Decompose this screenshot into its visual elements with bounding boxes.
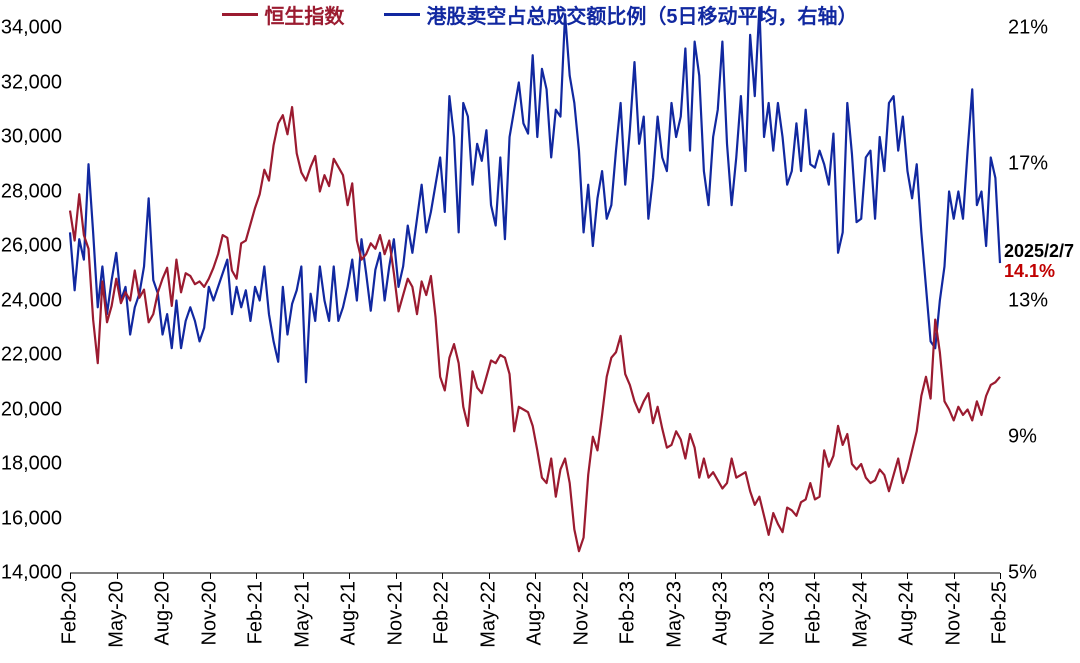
legend-item-short: 港股卖空占总成交额比例（5日移动平均，右轴） [384,0,857,29]
x-tick: Aug-22 [524,581,547,646]
x-tick: Aug-24 [896,581,919,646]
y-left-tick: 16,000 [1,507,62,530]
x-tick-mark [954,573,955,579]
y-left-tick: 20,000 [1,398,62,421]
x-tick: Feb-23 [617,581,640,644]
x-tick-mark [535,573,536,579]
x-tick-mark [628,573,629,579]
x-tick: Nov-24 [942,581,965,645]
x-tick-mark [349,573,350,579]
x-tick-mark [1000,573,1001,579]
x-tick-mark [303,573,304,579]
x-tick: Feb-25 [989,581,1012,644]
y-left-tick: 28,000 [1,180,62,203]
y-axis-right: 5%9%13%17%21% [1000,28,1080,573]
x-tick-mark [117,573,118,579]
x-tick-mark [582,573,583,579]
y-right-tick: 13% [1008,289,1048,312]
y-right-tick: 5% [1008,562,1037,585]
legend-item-hsi: 恒生指数 [222,0,344,29]
x-tick-mark [163,573,164,579]
y-axis-left: 14,00016,00018,00020,00022,00024,00026,0… [0,28,70,573]
x-tick: Nov-23 [756,581,779,645]
x-tick-mark [675,573,676,579]
x-tick: Aug-20 [152,581,175,646]
y-right-tick: 21% [1008,17,1048,40]
line-hsi [70,107,1000,551]
x-tick-mark [814,573,815,579]
x-tick-mark [721,573,722,579]
x-tick: Feb-22 [431,581,454,644]
x-tick: May-20 [105,581,128,648]
legend-swatch-short [384,13,420,16]
x-tick-mark [396,573,397,579]
chart-container: 恒生指数 港股卖空占总成交额比例（5日移动平均，右轴） 14,000 16,000… [0,0,1080,663]
x-tick: Feb-20 [59,581,82,644]
x-tick: Feb-21 [245,581,268,644]
x-tick: Nov-21 [384,581,407,645]
y-left-tick: 18,000 [1,453,62,476]
annotation-value: 14.1% [1004,261,1055,282]
y-left-tick: 26,000 [1,235,62,258]
y-right-tick: 17% [1008,153,1048,176]
annotation-date: 2025/2/7 [1004,241,1074,262]
x-tick-mark [70,573,71,579]
y-right-tick: 9% [1008,425,1037,448]
chart-svg [70,28,1000,573]
legend: 恒生指数 港股卖空占总成交额比例（5日移动平均，右轴） [0,0,1080,28]
x-tick-mark [210,573,211,579]
x-tick: Aug-21 [338,581,361,646]
plot-area: 2025/2/7 14.1% [70,28,1000,573]
x-tick: May-23 [663,581,686,648]
x-tick-mark [442,573,443,579]
y-left-tick: 24,000 [1,289,62,312]
x-tick-mark [256,573,257,579]
x-tick-mark [907,573,908,579]
x-tick: May-21 [291,581,314,648]
y-left-tick: 34,000 [1,17,62,40]
y-left-tick: 22,000 [1,344,62,367]
x-tick-mark [489,573,490,579]
legend-label-short: 港股卖空占总成交额比例（5日移动平均，右轴） [426,0,857,29]
x-tick: Nov-20 [198,581,221,645]
x-tick-mark [861,573,862,579]
legend-swatch-hsi [222,13,258,16]
x-tick: Aug-23 [710,581,733,646]
x-tick: Nov-22 [570,581,593,645]
y-left-tick: 14,000 [1,562,62,585]
y-left-tick: 30,000 [1,126,62,149]
x-tick: May-22 [477,581,500,648]
x-axis: Feb-20May-20Aug-20Nov-20Feb-21May-21Aug-… [70,573,1000,663]
x-tick-mark [768,573,769,579]
x-tick: May-24 [849,581,872,648]
x-tick: Feb-24 [803,581,826,644]
y-left-tick: 32,000 [1,71,62,94]
legend-label-hsi: 恒生指数 [264,0,344,29]
line-short-ratio [70,8,1000,383]
